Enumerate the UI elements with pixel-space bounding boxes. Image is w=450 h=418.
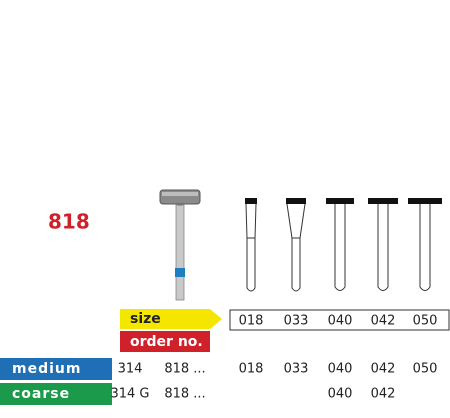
order-size: 042 — [371, 387, 396, 402]
size-value: 040 — [328, 314, 353, 329]
size-label: size — [130, 311, 161, 327]
bur-outline — [334, 204, 346, 291]
shank-code: 314 — [118, 362, 143, 377]
bur-outline — [286, 203, 306, 292]
order-band — [120, 331, 210, 352]
bur-head — [286, 198, 306, 204]
bur-image — [159, 189, 201, 301]
grit-band-coarse — [0, 383, 112, 405]
bur-head — [326, 198, 354, 204]
bur-head — [408, 198, 442, 204]
grit-label: coarse — [12, 386, 70, 402]
order-prefix: 818 ... — [164, 387, 205, 402]
size-band — [120, 309, 222, 329]
shank-code: 314 G — [110, 387, 149, 402]
order-size: 040 — [328, 387, 353, 402]
order-label: order no. — [130, 334, 203, 350]
size-value: 018 — [239, 314, 264, 329]
order-size: 040 — [328, 362, 353, 377]
grit-band-medium — [0, 358, 112, 380]
grit-label: medium — [12, 361, 81, 377]
order-size: 050 — [413, 362, 438, 377]
bur-outline — [377, 204, 389, 291]
bur-outline — [245, 203, 257, 292]
bur-head — [368, 198, 398, 204]
order-size: 033 — [284, 362, 309, 377]
size-value: 033 — [284, 314, 309, 329]
order-size: 042 — [371, 362, 396, 377]
size-value: 050 — [413, 314, 438, 329]
bur-outline — [419, 204, 431, 291]
bur-head — [245, 198, 257, 204]
order-size: 018 — [239, 362, 264, 377]
order-prefix: 818 ... — [164, 362, 205, 377]
size-value: 042 — [371, 314, 396, 329]
product-number: 818 — [48, 210, 90, 234]
size-box — [229, 309, 450, 331]
size-drawings — [245, 198, 442, 292]
